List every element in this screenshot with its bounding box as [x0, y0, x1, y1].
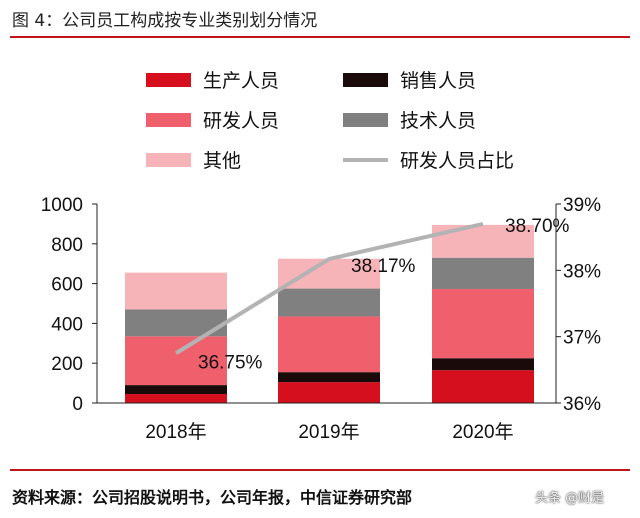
- legend-swatch: [343, 113, 388, 127]
- chart-line: 36.75% 38.17% 38.70%: [174, 216, 570, 373]
- bar-segment: [278, 382, 380, 403]
- x-tick-label: 2019年: [298, 421, 359, 443]
- y2-tick-label: 38%: [563, 261, 601, 282]
- legend-label: 生产人员: [203, 70, 279, 92]
- legend-swatch: [146, 73, 191, 87]
- y2-tick-label: 39%: [563, 195, 601, 216]
- legend-label: 其他: [203, 150, 241, 172]
- y-tick-label: 600: [51, 275, 83, 296]
- chart-axes: 0 200 400 600 800 1000 36% 37% 38% 39% 2018年 2019年 2…: [41, 195, 601, 443]
- bar-segment: [432, 358, 534, 371]
- line-data-label: 38.70%: [505, 216, 570, 237]
- legend-label: 销售人员: [400, 70, 476, 92]
- legend-label: 研发人员: [203, 110, 279, 132]
- y2-tick-label: 37%: [563, 328, 601, 349]
- bar-segment: [125, 272, 227, 310]
- legend-label: 研发人员占比: [400, 150, 514, 172]
- bar-segment: [432, 370, 534, 403]
- legend-swatch: [343, 73, 388, 87]
- line-series: [174, 221, 484, 355]
- line-data-label: 38.17%: [351, 256, 416, 277]
- x-tick-label: 2020年: [452, 421, 513, 443]
- title-divider: [10, 36, 630, 38]
- legend-swatch: [146, 113, 191, 127]
- y-tick-label: 200: [51, 354, 83, 375]
- bar-segment: [432, 288, 534, 359]
- bar-segment: [278, 258, 380, 289]
- y-tick-label: 0: [72, 394, 83, 415]
- footer-divider: [10, 469, 630, 471]
- bar-segment: [278, 372, 380, 383]
- figure-title: 图 4：公司员工构成按专业类别划分情况: [12, 11, 318, 31]
- bar-segment: [125, 385, 227, 395]
- chart-bars: [125, 224, 534, 403]
- source-note: 资料来源：公司招股说明书，公司年报，中信证券研究部: [12, 488, 413, 507]
- legend-label: 技术人员: [400, 110, 476, 132]
- bar-segment: [278, 288, 380, 317]
- y-tick-label: 800: [51, 235, 83, 256]
- bar-segment: [125, 394, 227, 403]
- bar-segment: [125, 336, 227, 386]
- bar-segment: [278, 316, 380, 373]
- y-tick-label: 1000: [41, 195, 83, 216]
- y-tick-label: 400: [51, 314, 83, 335]
- legend-swatch: [146, 153, 191, 167]
- bar-segment: [432, 257, 534, 289]
- line-data-label: 36.75%: [198, 352, 263, 373]
- y2-tick-label: 36%: [563, 394, 601, 415]
- watermark: 头条 @财是: [535, 491, 605, 506]
- x-tick-label: 2018年: [145, 421, 206, 443]
